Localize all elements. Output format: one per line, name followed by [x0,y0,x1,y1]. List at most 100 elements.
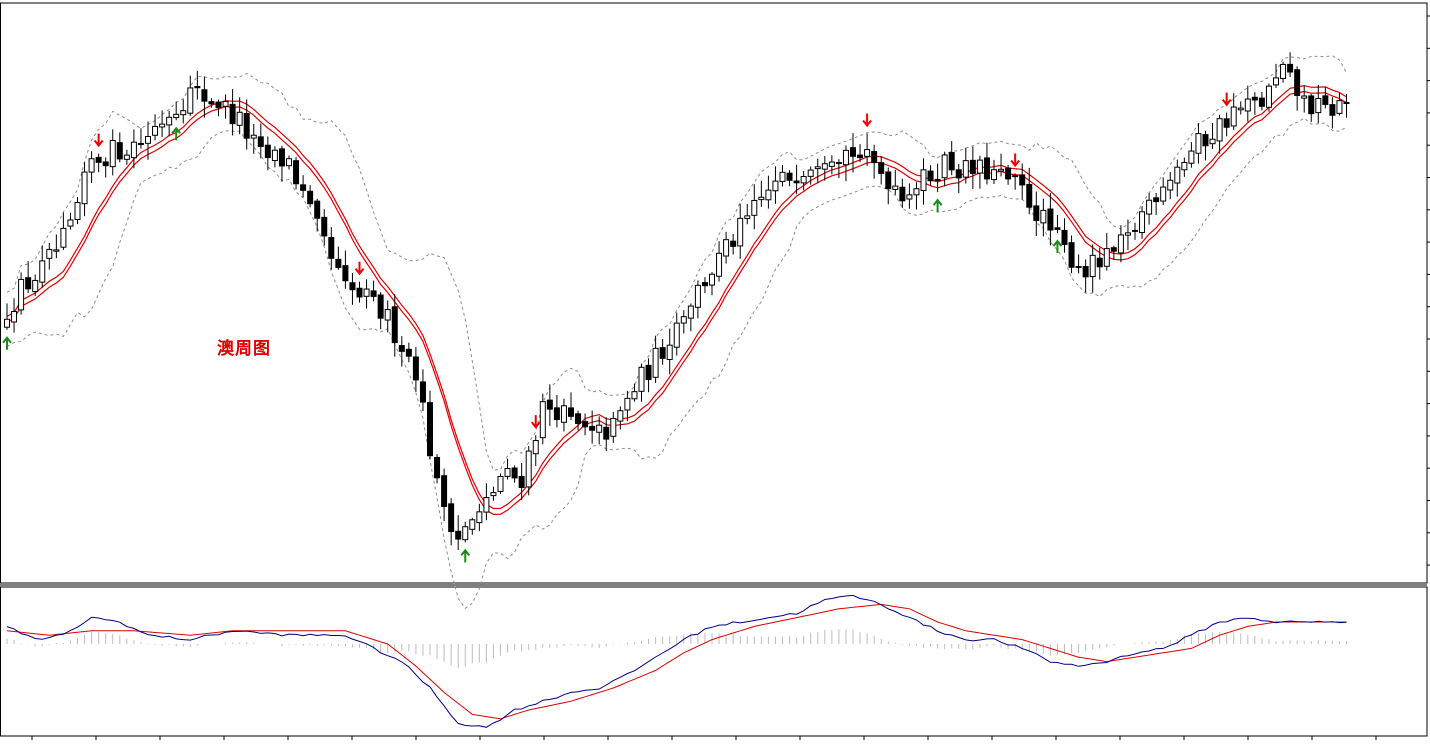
candle-body [835,162,842,165]
candle-body [469,519,476,530]
candle-body [842,149,849,166]
candle-body [1132,229,1138,232]
candle-body [1068,242,1075,268]
sell-arrow-icon [862,113,872,128]
candle-body [560,405,567,423]
candle-body [152,126,159,136]
candle-body [187,87,194,114]
candles-group [4,52,1350,550]
candle-body [1005,167,1012,180]
candle-body [286,158,292,167]
candle-body [955,169,962,179]
candle-body [532,440,539,455]
candle-body [976,159,983,174]
candle-body [194,86,201,89]
candle-body [857,154,864,159]
candle-body [807,169,814,177]
moving-average-line-upper [6,84,1347,510]
candle-body [1273,77,1279,86]
candle-body [1019,174,1026,186]
candle-body [793,180,800,184]
candle-body [913,188,920,196]
candle-body [173,113,180,119]
candle-body [1202,134,1209,147]
candle-body [250,134,257,139]
candle-body [758,196,765,201]
candle-body [1329,104,1336,116]
moving-average-line-lower [6,90,1347,516]
candle-body [666,344,673,361]
candle-body [462,526,469,541]
candle-body [335,258,342,268]
candle-body [1195,133,1202,154]
candle-body [864,149,871,157]
buy-arrow-icon [171,126,181,141]
candle-body [391,306,398,344]
candle-body [1265,85,1272,108]
candle-body [631,391,638,400]
candle-body [582,421,589,428]
candle-body [208,101,215,105]
candle-body [88,158,95,173]
candle-body [553,407,560,421]
candle-body [673,322,680,348]
candle-body [166,116,173,126]
sell-arrow-icon [530,415,541,429]
candle-body [603,426,610,440]
arrow-head [1221,98,1232,107]
candle-body [744,215,751,219]
candle-body [95,156,102,163]
candle-body [384,309,391,321]
candle-body [645,364,652,381]
candle-body [962,160,969,178]
candle-body [1237,107,1244,111]
candle-body [1054,227,1061,230]
candle-body [1089,254,1096,278]
sell-arrow-icon [93,133,104,148]
candle-body [885,171,892,190]
candle-body [455,530,462,540]
arrow-head [93,139,104,148]
candle-body [271,149,278,162]
candle-body [518,475,525,488]
candle-body [159,123,166,128]
candle-body [11,311,18,323]
arrow-head [460,548,471,557]
candle-body [765,189,772,201]
chart-caption: 澳周图 [217,339,271,359]
candle-body [490,492,497,497]
candle-body [497,475,504,492]
candle-body [67,219,74,227]
candle-body [1336,100,1343,114]
candle-body [74,202,81,220]
candle-body [694,284,701,308]
candle-body [1216,118,1223,142]
candle-body [850,147,856,157]
candle-body [398,345,405,352]
candle-body [363,288,370,297]
candle-body [349,282,356,291]
candle-body [1244,98,1251,112]
candle-body [109,140,116,168]
buy-arrow-icon [1052,239,1063,254]
candle-body [596,424,603,433]
candle-body [307,190,314,205]
candle-body [1230,106,1237,127]
candle-body [243,113,250,139]
buy-arrow-icon [460,548,471,563]
arrow-head [1052,239,1063,247]
candle-body [1294,69,1301,96]
candle-body [60,227,67,248]
candle-body [800,176,807,184]
arrow-head [354,268,365,276]
candle-body [546,399,553,410]
candle-body [878,162,885,174]
candle-body [1082,266,1089,278]
candle-body [483,497,490,513]
candle-body [906,194,913,200]
candle-body [1040,209,1047,224]
candle-body [102,161,109,167]
candle-body [229,103,236,125]
candle-body [723,239,730,257]
buy-arrow-icon [2,336,12,350]
